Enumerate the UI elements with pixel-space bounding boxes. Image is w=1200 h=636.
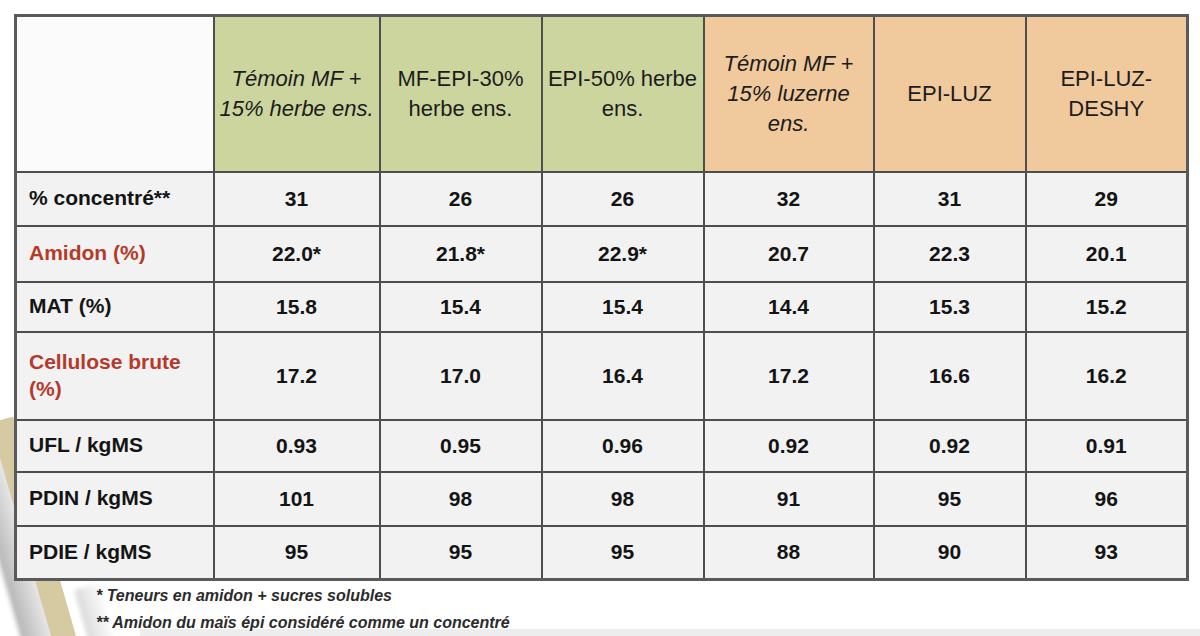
value-cell: 88	[704, 526, 874, 580]
value-cell: 29	[1026, 172, 1188, 226]
value-cell: 31	[874, 172, 1026, 226]
value-cell: 31	[214, 172, 380, 226]
row-label: % concentré**	[16, 172, 214, 226]
ration-composition-table: Témoin MF + 15% herbe ens.MF-EPI-30% her…	[14, 14, 1189, 581]
value-cell: 20.7	[704, 226, 874, 282]
column-header-3: EPI-50% herbe ens.	[542, 16, 704, 172]
slide-stage: Témoin MF + 15% herbe ens.MF-EPI-30% her…	[0, 0, 1200, 636]
value-cell: 22.3	[874, 226, 1026, 282]
value-cell: 15.2	[1026, 282, 1188, 332]
value-cell: 15.3	[874, 282, 1026, 332]
value-cell: 15.4	[380, 282, 542, 332]
value-cell: 16.6	[874, 332, 1026, 420]
value-cell: 16.4	[542, 332, 704, 420]
column-header-1: Témoin MF + 15% herbe ens.	[214, 16, 380, 172]
corner-cell	[16, 16, 214, 172]
value-cell: 17.2	[214, 332, 380, 420]
value-cell: 15.4	[542, 282, 704, 332]
footnote-2: ** Amidon du maïs épi considéré comme un…	[96, 609, 510, 636]
value-cell: 95	[542, 526, 704, 580]
value-cell: 91	[704, 472, 874, 526]
column-header-5: EPI-LUZ	[874, 16, 1026, 172]
column-header-2: MF-EPI-30% herbe ens.	[380, 16, 542, 172]
table-body: % concentré**312626323129Amidon (%)22.0*…	[16, 172, 1188, 580]
value-cell: 95	[380, 526, 542, 580]
value-cell: 0.92	[874, 420, 1026, 472]
table-row: PDIE / kgMS959595889093	[16, 526, 1188, 580]
value-cell: 98	[542, 472, 704, 526]
value-cell: 22.0*	[214, 226, 380, 282]
row-label: UFL / kgMS	[16, 420, 214, 472]
value-cell: 101	[214, 472, 380, 526]
value-cell: 14.4	[704, 282, 874, 332]
footnotes: * Teneurs en amidon + sucres solubles **…	[96, 582, 510, 636]
table-row: PDIN / kgMS1019898919596	[16, 472, 1188, 526]
value-cell: 32	[704, 172, 874, 226]
value-cell: 95	[874, 472, 1026, 526]
value-cell: 26	[542, 172, 704, 226]
value-cell: 0.93	[214, 420, 380, 472]
table-row: UFL / kgMS0.930.950.960.920.920.91	[16, 420, 1188, 472]
value-cell: 26	[380, 172, 542, 226]
table-row: Amidon (%)22.0*21.8*22.9*20.722.320.1	[16, 226, 1188, 282]
row-label: MAT (%)	[16, 282, 214, 332]
value-cell: 98	[380, 472, 542, 526]
table-row: Cellulose brute (%)17.217.016.417.216.61…	[16, 332, 1188, 420]
value-cell: 0.95	[380, 420, 542, 472]
value-cell: 17.0	[380, 332, 542, 420]
value-cell: 15.8	[214, 282, 380, 332]
row-label: PDIN / kgMS	[16, 472, 214, 526]
value-cell: 17.2	[704, 332, 874, 420]
value-cell: 93	[1026, 526, 1188, 580]
table-row: % concentré**312626323129	[16, 172, 1188, 226]
header-row: Témoin MF + 15% herbe ens.MF-EPI-30% her…	[16, 16, 1188, 172]
value-cell: 95	[214, 526, 380, 580]
value-cell: 0.96	[542, 420, 704, 472]
value-cell: 0.91	[1026, 420, 1188, 472]
row-label: Cellulose brute (%)	[16, 332, 214, 420]
row-label: Amidon (%)	[16, 226, 214, 282]
column-header-4: Témoin MF + 15% luzerne ens.	[704, 16, 874, 172]
table-row: MAT (%)15.815.415.414.415.315.2	[16, 282, 1188, 332]
value-cell: 90	[874, 526, 1026, 580]
footnote-1: * Teneurs en amidon + sucres solubles	[96, 582, 510, 609]
value-cell: 96	[1026, 472, 1188, 526]
value-cell: 21.8*	[380, 226, 542, 282]
value-cell: 22.9*	[542, 226, 704, 282]
value-cell: 0.92	[704, 420, 874, 472]
value-cell: 20.1	[1026, 226, 1188, 282]
value-cell: 16.2	[1026, 332, 1188, 420]
row-label: PDIE / kgMS	[16, 526, 214, 580]
column-header-6: EPI-LUZ-DESHY	[1026, 16, 1188, 172]
